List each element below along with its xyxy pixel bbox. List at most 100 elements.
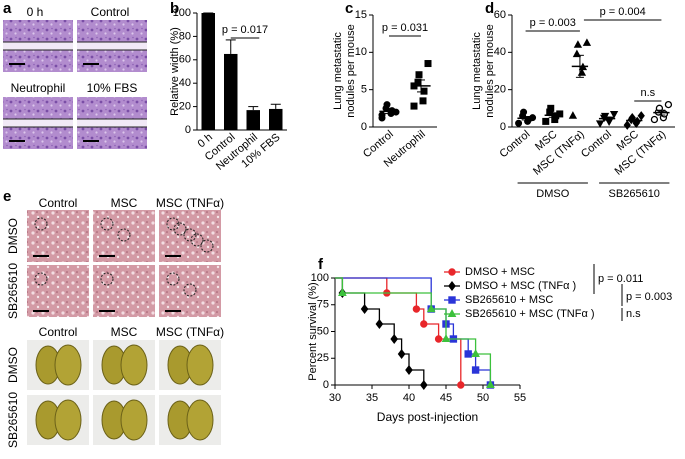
significance-label: n.s [640, 87, 655, 99]
marker [360, 304, 369, 315]
bar [269, 108, 283, 130]
marker [542, 117, 550, 125]
legend-label: DMSO + MSC (TNFα ) [465, 280, 576, 292]
marker [390, 334, 399, 344]
marker [420, 87, 428, 95]
nodule-outline [100, 272, 114, 286]
scratch-gap [77, 119, 147, 127]
panel-label: b [170, 0, 179, 17]
marker [660, 110, 669, 118]
marker [397, 348, 406, 359]
lung-section [93, 265, 155, 317]
y-tick-label: 15 [355, 9, 367, 21]
marker [441, 334, 451, 343]
scratch-gap [77, 42, 147, 50]
x-axis-label: Days post-injection [377, 410, 478, 424]
nodule-outline [190, 233, 204, 247]
x-tick-label: Control [497, 128, 532, 160]
x-tick-label: 35 [366, 392, 378, 404]
marker [486, 380, 495, 389]
significance-label: p = 0.004 [600, 6, 646, 18]
marker [420, 320, 428, 328]
y-axis-label: nodules per mouse [484, 24, 496, 118]
lung-section [159, 265, 221, 317]
lung-lobe [186, 344, 214, 386]
marker [412, 305, 421, 313]
row-label: DMSO [6, 347, 20, 383]
y-tick-label: 0 [361, 121, 367, 133]
nodule-outline [117, 228, 131, 242]
marker [457, 381, 465, 389]
marker [595, 120, 605, 128]
marker [471, 366, 480, 374]
marker [568, 111, 578, 119]
y-tick-label: 40 [179, 77, 191, 89]
x-tick-label: 45 [440, 392, 452, 404]
marker [600, 112, 610, 121]
panel-label: e [3, 188, 11, 205]
significance-label: p = 0.031 [382, 22, 428, 34]
panel-label: d [485, 0, 494, 17]
significance-label: p = 0.011 [598, 273, 643, 285]
y-tick-label: 0 [185, 124, 191, 136]
significance-label: p = 0.017 [222, 24, 268, 36]
marker [650, 115, 659, 124]
image-label: 10% FBS [87, 81, 138, 95]
marker [338, 288, 347, 297]
y-tick-label: 25 [317, 352, 329, 364]
survival-line [335, 277, 492, 385]
scratch-gap [3, 42, 73, 50]
lung-section [27, 265, 89, 317]
marker [415, 71, 423, 79]
y-tick-label: 60 [179, 54, 191, 66]
row-label: DMSO [6, 218, 20, 254]
image-label: 0 h [27, 5, 44, 19]
significance-label: p = 0.003 [530, 17, 576, 29]
y-tick-label: 100 [173, 7, 191, 19]
y-axis-label: Percent survival (%) [307, 282, 319, 380]
y-tick-label: 80 [179, 30, 191, 42]
legend-label: DMSO + MSC [465, 266, 535, 278]
y-tick-label: 75 [317, 299, 329, 311]
y-tick-label: 100 [311, 272, 329, 284]
nodule-outline [166, 217, 180, 231]
nodule-outline [173, 222, 187, 236]
y-tick-label: 10 [355, 46, 367, 58]
bar [201, 13, 215, 130]
lung-lobe [186, 399, 214, 441]
image-label: Neutrophil [11, 81, 66, 95]
panel-label: a [3, 0, 12, 17]
marker [419, 380, 428, 390]
y-tick-label: 5 [361, 84, 367, 96]
bar [246, 110, 260, 130]
marker [547, 104, 555, 112]
group-label: SB265610 [609, 188, 660, 200]
column-label: Control [39, 196, 78, 210]
panel-label: c [345, 0, 353, 17]
marker [556, 110, 564, 118]
y-axis-label: nodules per mouse [345, 24, 357, 118]
row-label: SB265610 [6, 392, 20, 448]
marker [378, 111, 386, 119]
group-label: DMSO [536, 188, 569, 200]
marker [419, 97, 427, 105]
marker [582, 38, 592, 46]
legend-label: SB265610 + MSC (TNFα ) [465, 308, 595, 320]
row-label: SB265610 [6, 263, 20, 319]
image-label: Control [91, 5, 130, 19]
bar [224, 53, 238, 131]
y-axis-label: Relative width (%) [169, 27, 181, 116]
column-label: Control [39, 325, 78, 339]
nodule-outline [200, 239, 214, 253]
lung-lobe [54, 344, 82, 386]
y-tick-label: 0 [500, 121, 506, 133]
scratch-gap [3, 119, 73, 127]
marker [520, 108, 528, 116]
marker [448, 268, 456, 276]
y-axis-label: Lung metastatic [332, 32, 344, 110]
lung-lobe [54, 399, 82, 441]
marker [383, 101, 391, 109]
significance-label: n.s [626, 308, 641, 320]
marker [448, 296, 456, 304]
